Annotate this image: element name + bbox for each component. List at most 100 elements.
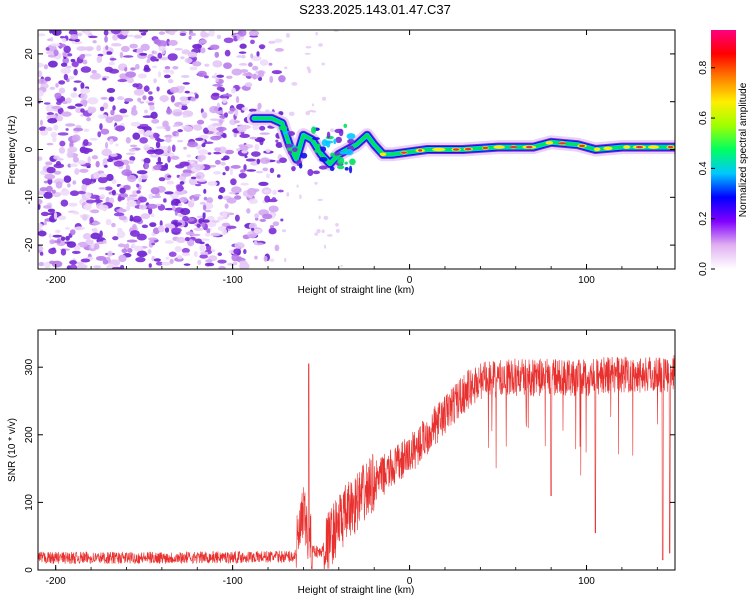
onset-blob xyxy=(279,157,287,164)
noise-blob xyxy=(57,132,69,136)
noise-blob xyxy=(249,136,258,140)
noise-blob xyxy=(129,144,138,148)
spectrogram-xtick-label: -100 xyxy=(223,275,243,286)
noise-blob xyxy=(192,61,202,67)
noise-blob xyxy=(286,192,290,197)
noise-blob xyxy=(80,258,91,263)
noise-blob xyxy=(211,220,220,223)
onset-blob xyxy=(287,131,296,136)
noise-blob xyxy=(68,75,75,80)
noise-blob xyxy=(65,128,69,131)
noise-blob xyxy=(156,161,163,165)
noise-blob xyxy=(226,75,233,79)
noise-blob xyxy=(104,186,113,191)
track-hotspot-red xyxy=(558,142,567,145)
noise-blob xyxy=(190,233,201,237)
noise-blob xyxy=(254,213,260,219)
noise-blob xyxy=(178,203,183,207)
noise-blob xyxy=(178,104,182,110)
noise-blob xyxy=(263,255,268,262)
noise-blob xyxy=(77,190,86,195)
snr-ylabel: SNR (10 * v/v) xyxy=(7,418,18,482)
noise-blob xyxy=(44,76,51,82)
noise-blob xyxy=(118,215,127,221)
track-hotspot-yellow xyxy=(623,145,631,149)
noise-blob xyxy=(43,261,52,269)
snr-xtick-label: 100 xyxy=(578,576,595,587)
noise-blob xyxy=(174,222,183,226)
noise-blob xyxy=(144,162,149,170)
noise-blob xyxy=(278,111,284,116)
noise-blob xyxy=(46,127,53,132)
noise-blob xyxy=(81,183,87,192)
spectrogram-xtick-label: 100 xyxy=(578,275,595,286)
noise-blob xyxy=(280,218,284,222)
noise-blob xyxy=(181,74,190,78)
noise-blob xyxy=(161,50,166,55)
noise-blob xyxy=(110,30,121,35)
noise-blob xyxy=(45,47,50,51)
spectrogram-ytick-label: -20 xyxy=(24,237,35,252)
spectrogram-ytick-label: -10 xyxy=(24,190,35,205)
noise-blob xyxy=(161,261,171,266)
noise-blob xyxy=(58,215,67,221)
noise-blob xyxy=(111,189,116,196)
noise-blob xyxy=(259,59,269,66)
noise-blob xyxy=(84,191,92,199)
noise-blob xyxy=(258,44,266,50)
noise-blob xyxy=(259,132,270,135)
track-hotspot-red xyxy=(418,149,423,152)
noise-blob xyxy=(155,137,161,142)
noise-blob xyxy=(39,119,43,126)
noise-blob xyxy=(108,61,115,66)
noise-blob xyxy=(181,247,190,254)
onset-blob xyxy=(347,138,355,144)
noise-blob xyxy=(68,30,78,36)
noise-blob xyxy=(159,95,170,102)
noise-blob xyxy=(179,181,185,185)
onset-blob xyxy=(314,143,321,148)
noise-blob xyxy=(317,198,323,201)
noise-blob xyxy=(200,251,209,255)
noise-blob xyxy=(110,109,115,116)
noise-blob xyxy=(132,215,142,223)
noise-blob xyxy=(335,222,339,227)
noise-blob xyxy=(234,195,242,200)
noise-blob xyxy=(163,198,167,203)
noise-blob xyxy=(172,124,179,128)
noise-blob xyxy=(188,177,198,186)
noise-blob xyxy=(109,57,117,61)
noise-blob xyxy=(46,166,56,174)
noise-blob xyxy=(199,244,206,252)
onset-blob xyxy=(278,125,288,131)
noise-blob xyxy=(271,70,282,75)
noise-blob xyxy=(164,227,170,233)
noise-blob xyxy=(314,181,318,185)
noise-blob xyxy=(100,96,108,100)
noise-blob xyxy=(222,134,227,139)
noise-blob xyxy=(223,155,230,161)
noise-blob xyxy=(223,37,234,44)
noise-blob xyxy=(39,251,44,256)
noise-blob xyxy=(101,148,113,157)
noise-blob xyxy=(77,241,89,248)
noise-blob xyxy=(231,87,236,94)
noise-blob xyxy=(129,230,140,237)
noise-blob xyxy=(80,108,85,113)
noise-blob xyxy=(71,134,81,142)
noise-blob xyxy=(186,154,192,158)
onset-blob xyxy=(333,138,337,145)
noise-blob xyxy=(180,56,185,60)
noise-blob xyxy=(38,33,46,37)
noise-blob xyxy=(193,194,201,197)
noise-blob xyxy=(113,160,124,167)
snr-ytick-label: 0 xyxy=(24,567,35,573)
noise-blob xyxy=(51,105,62,110)
noise-blob xyxy=(49,86,56,91)
noise-blob xyxy=(197,70,207,78)
noise-blob xyxy=(102,102,109,110)
noise-blob xyxy=(140,43,150,52)
noise-blob xyxy=(38,203,41,210)
noise-blob xyxy=(49,30,53,34)
onset-blob xyxy=(310,126,317,134)
